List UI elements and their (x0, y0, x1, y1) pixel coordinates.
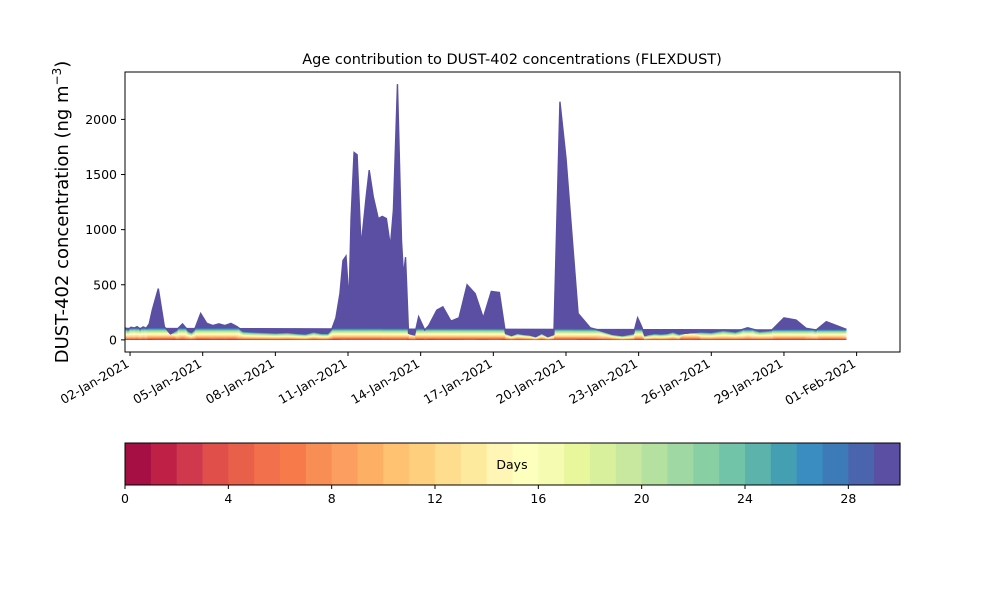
chart-title: Age contribution to DUST-402 concentrati… (302, 52, 722, 68)
colorbar-bin-4 (228, 443, 255, 485)
colorbar-bin-1 (150, 443, 178, 485)
colorbar-bin-29 (874, 443, 901, 485)
colorbar-bin-11 (409, 443, 436, 485)
colorbar-label: Days (496, 457, 527, 472)
colorbar-frame (124, 442, 901, 486)
colorbar-bin-9 (357, 443, 384, 485)
colorbar-bin-23 (719, 443, 746, 485)
colorbar-bin-14 (486, 443, 514, 485)
colorbar-bin-20 (641, 443, 669, 485)
colorbar (124, 442, 901, 486)
total-concentration-line (125, 84, 847, 338)
colorbar-tick-label: 24 (737, 491, 753, 506)
colorbar-tick-label: 0 (121, 491, 129, 506)
colorbar-bin-28 (848, 443, 875, 485)
colorbar-bin-27 (822, 443, 849, 485)
y-tick-label: 1000 (85, 222, 117, 237)
y-axis-label: DUST-402 concentration (ng m−3) (50, 61, 73, 364)
colorbar-tick-label: 28 (840, 491, 856, 506)
y-axis-label-close: ) (52, 61, 73, 68)
colorbar-bin-15 (512, 443, 539, 485)
colorbar-bin-21 (667, 443, 694, 485)
stacked-age-areas (125, 84, 847, 341)
colorbar-bin-5 (254, 443, 281, 485)
colorbar-bin-17 (564, 443, 591, 485)
colorbar-tick-label: 4 (224, 491, 232, 506)
colorbar-tick-label: 8 (328, 491, 336, 506)
y-tick-label: 500 (93, 277, 117, 292)
colorbar-bin-10 (383, 443, 410, 485)
colorbar-bin-25 (770, 443, 798, 485)
colorbar-tick-label: 20 (634, 491, 650, 506)
colorbar-axis: 0 4 8 12 16 20 24 28 (121, 485, 856, 506)
colorbar-bin-7 (305, 443, 333, 485)
colorbar-bin-18 (590, 443, 617, 485)
colorbar-bin-19 (615, 443, 643, 485)
colorbar-bin-8 (331, 443, 359, 485)
colorbar-bin-16 (538, 443, 565, 485)
y-axis-label-main: DUST-402 concentration (ng m (52, 85, 73, 363)
y-tick-label: 0 (109, 332, 117, 347)
y-tick-label: 1500 (85, 167, 117, 182)
colorbar-bin-24 (745, 443, 772, 485)
colorbar-tick-label: 16 (530, 491, 546, 506)
colorbar-bin-26 (796, 443, 824, 485)
colorbar-tick-label: 12 (427, 491, 443, 506)
colorbar-bin-0 (125, 443, 152, 485)
colorbar-bin-22 (693, 443, 720, 485)
y-axis-label-superscript: −3 (50, 68, 64, 86)
colorbar-bin-2 (176, 443, 204, 485)
y-axis: 0 500 1000 1500 2000 (85, 112, 125, 347)
colorbar-bin-6 (280, 443, 307, 485)
y-tick-label: 2000 (85, 112, 117, 127)
colorbar-bin-3 (202, 443, 229, 485)
colorbar-bin-13 (460, 443, 488, 485)
plot-frame (124, 71, 901, 353)
colorbar-bin-12 (435, 443, 462, 485)
